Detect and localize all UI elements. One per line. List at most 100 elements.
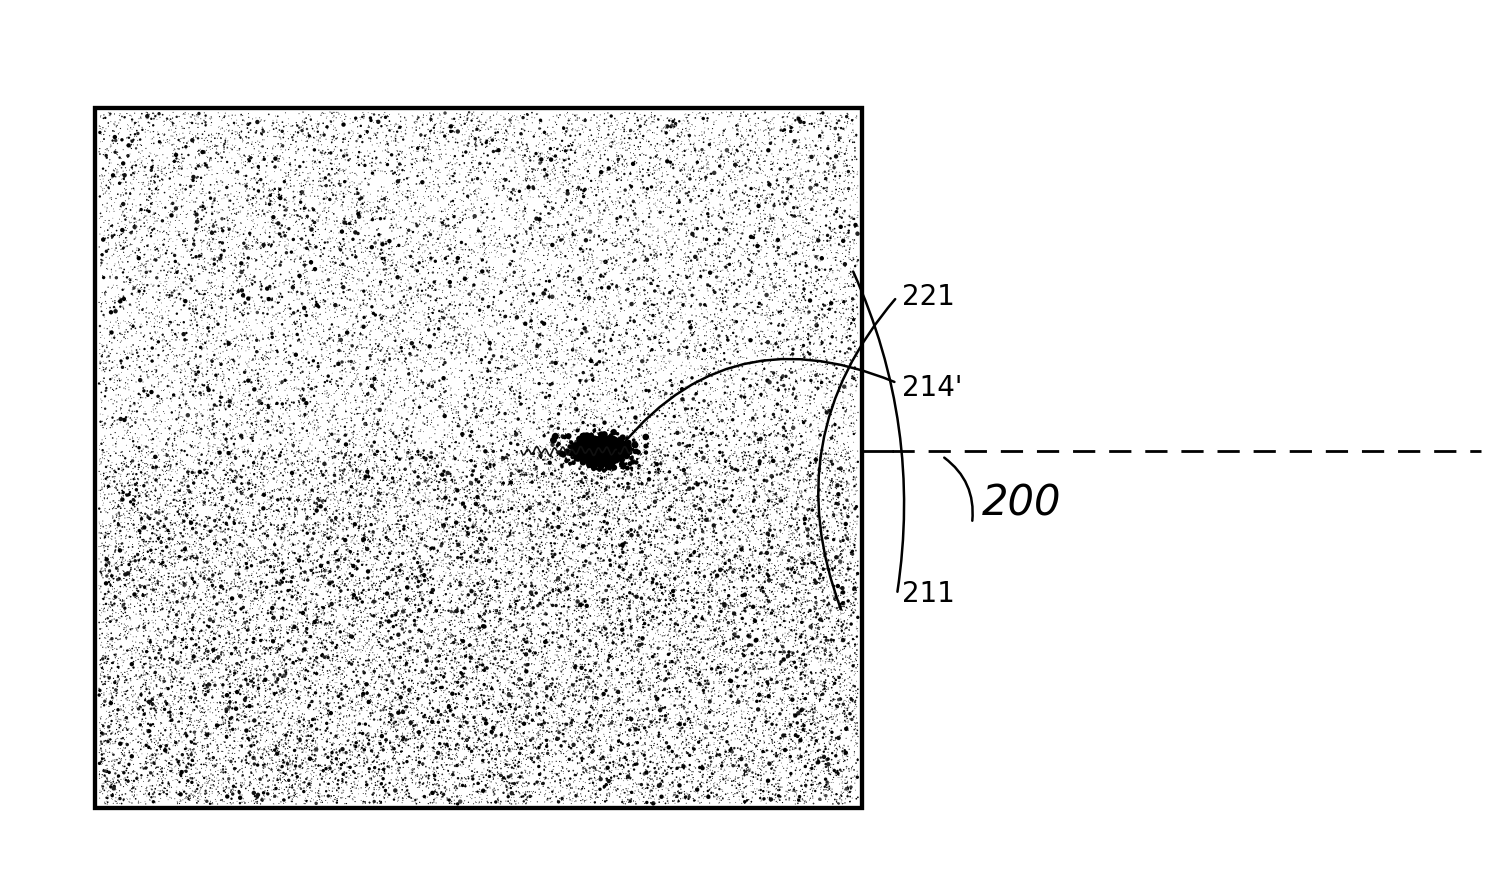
Point — [584, 501, 608, 515]
Point — [428, 484, 452, 499]
Point — [406, 343, 429, 357]
Point — [499, 116, 523, 130]
Point — [154, 443, 177, 457]
Point — [674, 606, 698, 620]
Point — [719, 319, 743, 333]
Point — [203, 583, 227, 597]
Point — [95, 560, 119, 575]
Point — [110, 206, 134, 220]
Point — [790, 755, 814, 769]
Point — [635, 566, 659, 580]
Point — [304, 219, 328, 233]
Point — [759, 359, 783, 373]
Point — [787, 735, 811, 749]
Point — [830, 631, 854, 645]
Point — [565, 209, 589, 223]
Point — [268, 530, 292, 544]
Point — [437, 303, 461, 317]
Point — [350, 558, 374, 572]
Point — [225, 545, 249, 560]
Point — [328, 662, 352, 676]
Point — [731, 587, 754, 601]
Point — [285, 447, 309, 461]
Point — [740, 744, 763, 758]
Point — [461, 370, 485, 385]
Point — [289, 274, 313, 288]
Point — [139, 502, 163, 516]
Point — [753, 512, 777, 526]
Point — [428, 751, 452, 765]
Point — [300, 359, 324, 373]
Point — [701, 118, 725, 132]
Point — [253, 792, 277, 806]
Point — [762, 410, 786, 424]
Point — [249, 644, 273, 658]
Point — [406, 676, 429, 690]
Point — [304, 796, 328, 811]
Point — [310, 466, 334, 480]
Point — [298, 665, 322, 679]
Point — [271, 673, 295, 687]
Point — [279, 301, 303, 316]
Point — [532, 453, 556, 467]
Point — [462, 596, 486, 610]
Point — [725, 297, 748, 311]
Point — [385, 596, 409, 610]
Point — [771, 130, 795, 144]
Point — [634, 745, 658, 759]
Point — [656, 306, 680, 320]
Point — [498, 310, 522, 324]
Point — [158, 727, 182, 741]
Point — [826, 247, 850, 261]
Point — [753, 723, 777, 737]
Point — [268, 128, 292, 142]
Point — [546, 217, 570, 232]
Point — [590, 446, 614, 460]
Point — [101, 643, 125, 657]
Point — [592, 752, 616, 766]
Point — [161, 129, 185, 143]
Point — [167, 604, 191, 618]
Point — [482, 701, 505, 715]
Point — [146, 431, 170, 445]
Point — [474, 481, 498, 495]
Point — [438, 331, 462, 345]
Point — [358, 443, 382, 457]
Point — [661, 451, 684, 465]
Point — [282, 672, 306, 686]
Point — [796, 735, 820, 749]
Point — [331, 576, 355, 591]
Point — [658, 749, 681, 763]
Point — [101, 510, 125, 524]
Point — [154, 597, 177, 611]
Point — [759, 136, 783, 150]
Point — [547, 730, 571, 744]
Point — [344, 185, 368, 199]
Point — [701, 630, 725, 644]
Point — [571, 650, 595, 664]
Point — [535, 551, 559, 565]
Point — [253, 659, 277, 674]
Point — [452, 535, 476, 549]
Point — [267, 180, 291, 194]
Point — [565, 688, 589, 702]
Point — [686, 402, 710, 416]
Point — [499, 476, 523, 491]
Point — [553, 583, 577, 597]
Point — [604, 444, 628, 458]
Point — [95, 791, 119, 805]
Point — [470, 201, 494, 215]
Point — [638, 292, 662, 306]
Point — [759, 446, 783, 460]
Point — [352, 526, 376, 540]
Point — [236, 614, 259, 629]
Point — [330, 723, 353, 737]
Point — [328, 743, 352, 757]
Point — [817, 329, 841, 343]
Point — [830, 585, 854, 599]
Point — [525, 108, 549, 122]
Point — [245, 684, 268, 698]
Point — [273, 439, 297, 453]
Point — [553, 643, 577, 657]
Point — [722, 705, 746, 720]
